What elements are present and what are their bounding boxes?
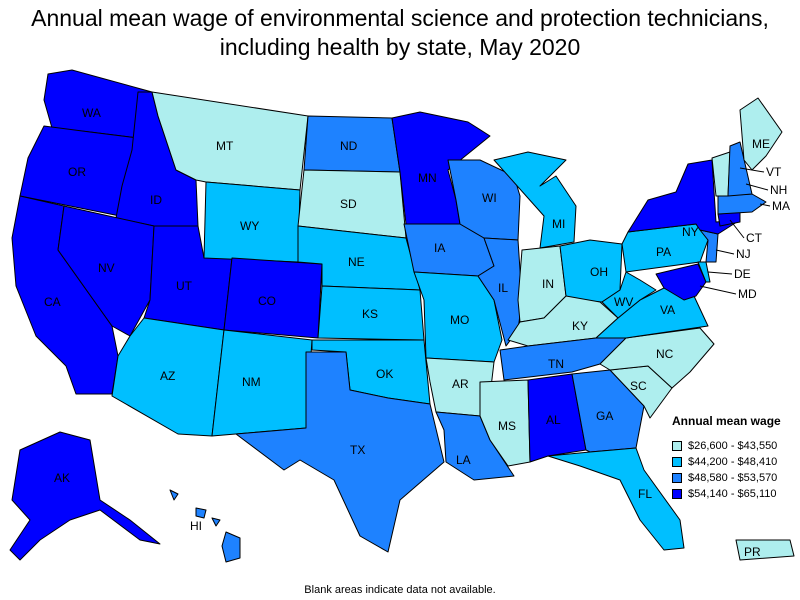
svg-text:PA: PA [656, 245, 671, 259]
svg-text:VT: VT [766, 165, 782, 179]
svg-text:NH: NH [770, 183, 787, 197]
svg-text:KY: KY [572, 319, 588, 333]
svg-text:UT: UT [176, 279, 193, 293]
state-AK[interactable] [9, 431, 161, 561]
svg-text:ME: ME [752, 137, 770, 151]
svg-text:PR: PR [744, 545, 761, 559]
svg-text:IL: IL [498, 281, 508, 295]
legend-label: $26,600 - $43,550 [688, 440, 778, 452]
legend-title: Annual mean wage [672, 414, 781, 428]
state-NH[interactable] [727, 141, 753, 197]
svg-text:DE: DE [734, 267, 751, 281]
legend-swatch [672, 473, 682, 483]
svg-text:WV: WV [614, 295, 633, 309]
svg-text:MD: MD [738, 287, 757, 301]
svg-text:CA: CA [44, 295, 61, 309]
svg-text:NE: NE [348, 255, 365, 269]
legend-item: $26,600 - $43,550 [672, 438, 800, 454]
svg-text:GA: GA [596, 409, 613, 423]
svg-text:LA: LA [456, 453, 471, 467]
legend-label: $44,200 - $48,410 [688, 456, 778, 468]
svg-text:MO: MO [450, 313, 469, 327]
state-IL[interactable] [477, 237, 523, 347]
svg-text:MS: MS [498, 419, 516, 433]
svg-text:TN: TN [548, 357, 564, 371]
svg-text:TX: TX [350, 443, 365, 457]
svg-text:AR: AR [452, 377, 469, 391]
callout-lines [699, 167, 771, 295]
state-MA[interactable] [717, 193, 767, 215]
svg-text:ID: ID [150, 193, 162, 207]
svg-text:WI: WI [482, 191, 497, 205]
svg-text:OK: OK [376, 367, 393, 381]
svg-text:NJ: NJ [736, 247, 751, 261]
svg-text:AZ: AZ [160, 369, 175, 383]
state-FL[interactable] [547, 447, 685, 551]
svg-text:MN: MN [418, 171, 437, 185]
svg-text:NY: NY [682, 225, 699, 239]
svg-text:MA: MA [772, 199, 790, 213]
state-TX[interactable] [235, 351, 445, 553]
state-ME[interactable] [739, 97, 783, 171]
legend-item: $48,580 - $53,570 [672, 470, 800, 486]
svg-text:NM: NM [242, 375, 261, 389]
legend-swatch [672, 457, 682, 467]
svg-text:FL: FL [638, 487, 652, 501]
svg-text:NV: NV [98, 261, 115, 275]
svg-text:SC: SC [630, 379, 647, 393]
svg-text:CO: CO [258, 294, 276, 308]
state-MN[interactable] [391, 111, 491, 225]
state-PR[interactable] [735, 539, 795, 561]
svg-text:CT: CT [746, 231, 763, 245]
legend-label: $48,580 - $53,570 [688, 472, 778, 484]
state-AL[interactable] [527, 373, 587, 463]
svg-text:NC: NC [656, 347, 674, 361]
state-MD[interactable] [655, 263, 707, 301]
map-legend: Annual mean wage $26,600 - $43,550 $44,2… [672, 414, 800, 502]
svg-text:IN: IN [542, 277, 554, 291]
state-WV[interactable] [601, 271, 657, 319]
svg-text:VA: VA [660, 303, 675, 317]
state-VT[interactable] [711, 151, 731, 197]
svg-text:OH: OH [590, 265, 608, 279]
footnote: Blank areas indicate data not available. [304, 584, 496, 596]
svg-text:WA: WA [82, 106, 101, 120]
svg-text:KS: KS [362, 307, 378, 321]
map-title: Annual mean wage of environmental scienc… [31, 5, 769, 60]
svg-text:SD: SD [340, 197, 357, 211]
legend-swatch [672, 441, 682, 451]
svg-text:OR: OR [68, 165, 86, 179]
svg-text:MI: MI [552, 217, 565, 231]
svg-text:HI: HI [190, 519, 202, 533]
svg-text:AL: AL [546, 413, 561, 427]
svg-text:WY: WY [240, 219, 259, 233]
legend-item: $44,200 - $48,410 [672, 454, 800, 470]
legend-label: $54,140 - $65,110 [688, 488, 777, 500]
state-MI[interactable] [493, 151, 577, 249]
svg-text:AK: AK [54, 471, 70, 485]
state-DE[interactable] [697, 261, 711, 283]
svg-text:ND: ND [340, 139, 358, 153]
svg-text:MT: MT [216, 139, 234, 153]
legend-item: $54,140 - $65,110 [672, 486, 800, 502]
state-NY[interactable] [627, 159, 741, 235]
state-HI[interactable] [169, 489, 241, 563]
legend-swatch [672, 489, 682, 499]
svg-text:IA: IA [434, 241, 445, 255]
state-NM[interactable] [211, 329, 313, 437]
